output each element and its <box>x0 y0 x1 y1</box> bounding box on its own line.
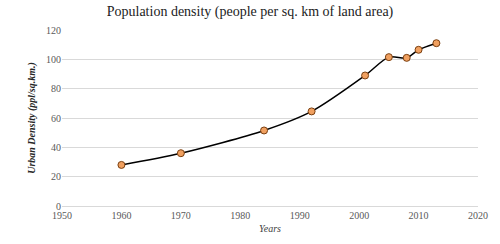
svg-text:1950: 1950 <box>52 210 72 221</box>
svg-text:20: 20 <box>51 171 61 182</box>
svg-text:2020: 2020 <box>468 210 488 221</box>
svg-text:Urban Density (ppl/sq.km.): Urban Density (ppl/sq.km.) <box>26 62 38 174</box>
svg-text:60: 60 <box>51 113 61 124</box>
svg-text:2000: 2000 <box>349 210 369 221</box>
svg-text:0: 0 <box>56 201 61 212</box>
svg-text:1970: 1970 <box>171 210 191 221</box>
svg-text:1960: 1960 <box>111 210 131 221</box>
svg-text:1990: 1990 <box>290 210 310 221</box>
svg-text:80: 80 <box>51 83 61 94</box>
svg-text:Population density (people per: Population density (people per sq. km of… <box>107 4 394 20</box>
svg-text:2010: 2010 <box>409 210 429 221</box>
svg-text:1980: 1980 <box>230 210 250 221</box>
svg-text:Years: Years <box>259 223 281 234</box>
svg-text:120: 120 <box>46 25 61 36</box>
svg-text:100: 100 <box>46 54 61 65</box>
svg-text:40: 40 <box>51 142 61 153</box>
